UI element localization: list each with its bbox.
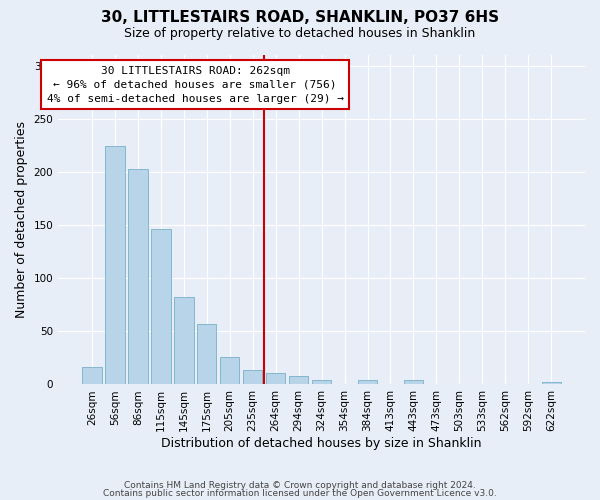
Bar: [82, 368, 101, 384]
Bar: [105, 146, 125, 384]
Text: 30 LITTLESTAIRS ROAD: 262sqm
← 96% of detached houses are smaller (756)
4% of se: 30 LITTLESTAIRS ROAD: 262sqm ← 96% of de…: [47, 66, 344, 104]
Text: Contains public sector information licensed under the Open Government Licence v3: Contains public sector information licen…: [103, 488, 497, 498]
Y-axis label: Number of detached properties: Number of detached properties: [15, 121, 28, 318]
Bar: [197, 324, 217, 384]
Bar: [542, 382, 561, 384]
Bar: [404, 380, 423, 384]
Bar: [289, 376, 308, 384]
Text: Size of property relative to detached houses in Shanklin: Size of property relative to detached ho…: [124, 28, 476, 40]
X-axis label: Distribution of detached houses by size in Shanklin: Distribution of detached houses by size …: [161, 437, 482, 450]
Bar: [243, 370, 262, 384]
Text: Contains HM Land Registry data © Crown copyright and database right 2024.: Contains HM Land Registry data © Crown c…: [124, 481, 476, 490]
Text: 30, LITTLESTAIRS ROAD, SHANKLIN, PO37 6HS: 30, LITTLESTAIRS ROAD, SHANKLIN, PO37 6H…: [101, 10, 499, 25]
Bar: [151, 230, 170, 384]
Bar: [358, 380, 377, 384]
Bar: [266, 373, 286, 384]
Bar: [128, 168, 148, 384]
Bar: [220, 357, 239, 384]
Bar: [312, 380, 331, 384]
Bar: [174, 298, 194, 384]
